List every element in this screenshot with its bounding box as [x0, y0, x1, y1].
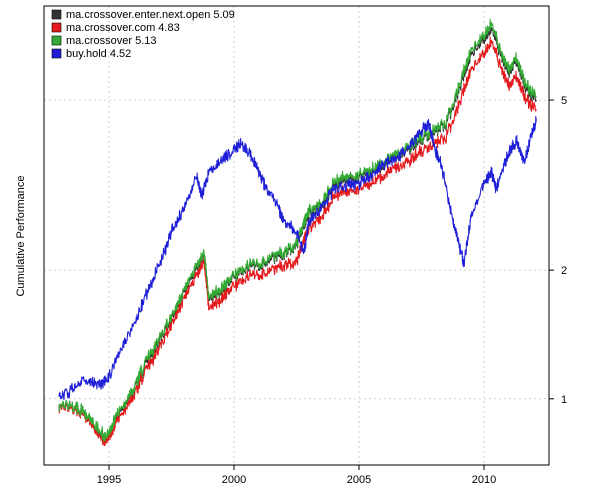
series-lines: [58, 18, 537, 447]
x-axis: 1995 2000 2005 2010: [97, 465, 496, 486]
grid: [44, 6, 549, 465]
legend-swatch-2: [51, 22, 62, 33]
y-tick-label-5: 5: [561, 95, 567, 107]
plot-frame: [43, 5, 550, 466]
series-line-2: [58, 36, 537, 447]
x-tick-label-2010: 2010: [472, 474, 496, 486]
y-axis: 1 2 5: [549, 95, 567, 406]
x-tick-label-1995: 1995: [97, 474, 121, 486]
y-axis-title: Cumulative Performance: [15, 175, 27, 296]
series-line-3: [58, 18, 537, 442]
y-tick-label-1: 1: [561, 394, 567, 406]
x-tick-label-2000: 2000: [222, 474, 246, 486]
x-tick-label-2005: 2005: [347, 474, 371, 486]
legend-label-1: ma.crossover.enter.next.open 5.09: [66, 9, 235, 21]
series-line-4: [58, 115, 537, 400]
y-tick-label-2: 2: [561, 265, 567, 277]
legend-swatch-1: [51, 9, 62, 20]
legend-swatch-4: [51, 48, 62, 59]
legend-label-4: buy.hold 4.52: [66, 48, 131, 60]
legend-swatch-3: [51, 35, 62, 46]
legend-label-3: ma.crossover 5.13: [66, 35, 156, 47]
legend: ma.crossover.enter.next.open 5.09ma.cros…: [51, 9, 235, 60]
legend-label-2: ma.crossover.com 4.83: [66, 22, 180, 34]
